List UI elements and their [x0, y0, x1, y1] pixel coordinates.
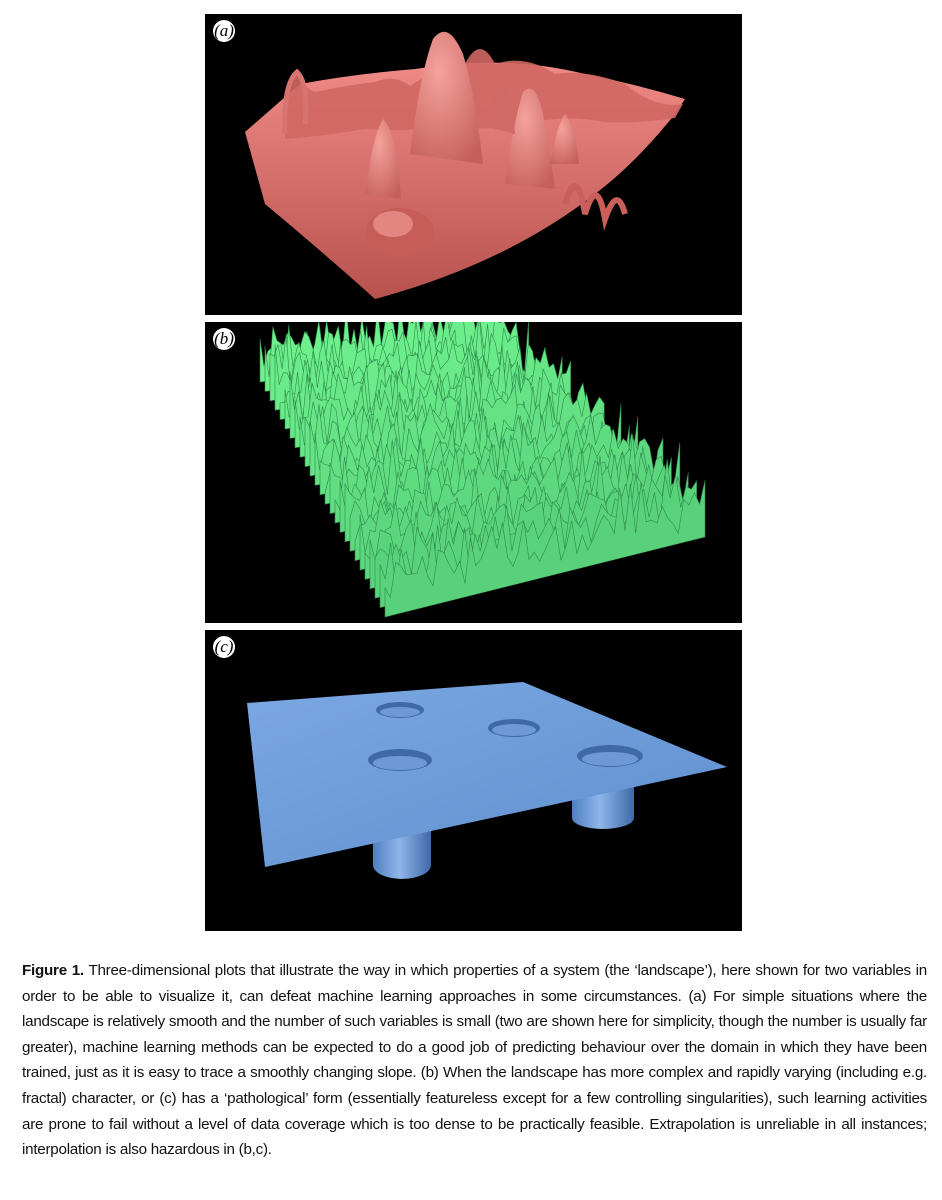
panel-label-b: (b)	[213, 328, 235, 350]
singularity-landscape-plot	[247, 682, 727, 879]
rough-surface-strip	[384, 480, 706, 618]
figure-caption: Figure 1. Three-dimensional plots that i…	[22, 958, 927, 1163]
figure-label: Figure 1.	[22, 962, 84, 979]
panel-label-a: (a)	[213, 20, 235, 42]
figure-panel-a: (a)	[205, 14, 742, 315]
panel-label-c: (c)	[213, 636, 235, 658]
rough-landscape-plot	[259, 322, 706, 618]
caption-text: Three-dimensional plots that illustrate …	[22, 962, 927, 1159]
figure-panel-b: (b)	[205, 322, 742, 623]
smooth-landscape-plot	[245, 31, 685, 299]
figure-panel-c: (c)	[205, 630, 742, 931]
